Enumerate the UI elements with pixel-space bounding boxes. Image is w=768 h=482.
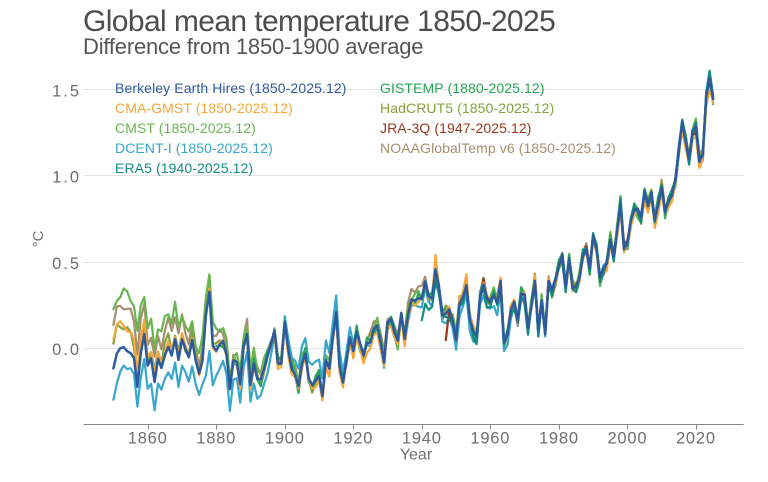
svg-text:Year: Year [400, 447, 433, 464]
svg-text:2000: 2000 [607, 430, 647, 448]
svg-text:1.0: 1.0 [52, 169, 81, 187]
svg-text:°C: °C [30, 230, 47, 247]
svg-text:1860: 1860 [128, 430, 168, 448]
svg-text:1920: 1920 [333, 430, 373, 448]
svg-text:1980: 1980 [539, 430, 579, 448]
svg-text:2020: 2020 [676, 430, 716, 448]
svg-text:1880: 1880 [196, 430, 236, 448]
svg-text:1900: 1900 [265, 430, 305, 448]
svg-text:1960: 1960 [470, 430, 510, 448]
svg-text:1.5: 1.5 [52, 82, 81, 100]
svg-text:0.0: 0.0 [52, 341, 81, 359]
svg-text:1940: 1940 [402, 430, 442, 448]
svg-text:0.5: 0.5 [52, 255, 81, 273]
